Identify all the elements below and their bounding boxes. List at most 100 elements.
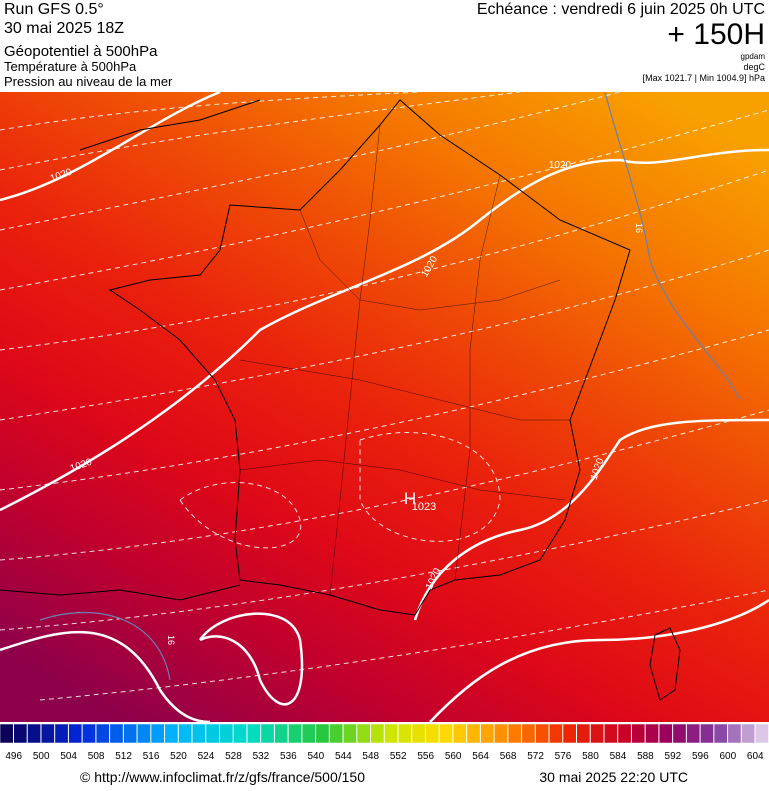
colorbar-swatch	[521, 723, 536, 744]
colorbar-swatch	[617, 723, 632, 744]
colorbar-swatch	[452, 723, 467, 744]
colorbar-label: 600	[719, 751, 736, 762]
colorbar-swatch	[549, 723, 563, 744]
colorbar-swatch	[301, 723, 316, 744]
colorbar-swatch	[755, 723, 769, 744]
colorbar-swatch	[40, 723, 55, 744]
colorbar-swatch	[356, 723, 371, 744]
isobars	[0, 92, 769, 722]
colorbar-label: 604	[747, 751, 764, 762]
colorbar-swatch	[603, 723, 618, 744]
colorbar-label: 556	[417, 751, 434, 762]
generated-time: 30 mai 2025 22:20 UTC	[539, 769, 688, 785]
colorbar-swatch	[727, 723, 742, 744]
colorbar-label: 592	[665, 751, 682, 762]
colorbar-swatch	[425, 723, 440, 744]
colorbar-swatch	[466, 723, 481, 744]
colorbar-swatch	[219, 723, 234, 744]
colorbar-swatch	[590, 723, 604, 744]
colorbar-swatch	[700, 723, 714, 744]
colorbar-swatch	[645, 723, 659, 744]
colorbar-swatch	[397, 723, 412, 744]
field-temperature: Température à 500hPa	[4, 59, 137, 74]
colorbar-label: 536	[280, 751, 297, 762]
colorbar-swatch	[576, 723, 591, 744]
colorbar-label: 572	[527, 751, 544, 762]
colorbar-swatch	[82, 723, 96, 744]
colorbar-label: 524	[198, 751, 215, 762]
colorbar-label: 516	[143, 751, 160, 762]
colorbar-swatch	[164, 723, 179, 744]
map-overlay	[0, 92, 769, 722]
colorbar-swatch	[329, 723, 344, 744]
lead-time: + 150H	[667, 18, 765, 51]
colorbar-swatch	[233, 723, 247, 744]
colorbar-swatch	[123, 723, 138, 744]
colorbar-swatch	[205, 723, 220, 744]
colorbar-label: 588	[637, 751, 654, 762]
colorbar-label: 532	[253, 751, 270, 762]
colorbar-label: 568	[500, 751, 517, 762]
colorbar-swatch	[439, 723, 453, 744]
run-title: Run GFS 0.5°	[4, 1, 104, 18]
colorbar-label: 540	[307, 751, 324, 762]
temperature-contours	[0, 92, 769, 701]
colorbar-swatch	[95, 723, 110, 744]
colorbar-swatch	[535, 723, 550, 744]
colorbar-swatch	[411, 723, 426, 744]
colorbar-swatch	[480, 723, 495, 744]
colorbar-label: 580	[582, 751, 599, 762]
colorbar-label: 520	[170, 751, 187, 762]
colorbar-label: 552	[390, 751, 407, 762]
zero-isotherm	[39, 92, 741, 681]
colorbar-swatch	[178, 723, 192, 744]
colorbar-swatch	[631, 723, 646, 744]
valid-time: Echéance : vendredi 6 juin 2025 0h UTC	[477, 1, 765, 18]
colorbar-swatch	[0, 723, 14, 744]
colorbar-swatch	[13, 723, 28, 744]
unit-gpdam: gpdam	[741, 52, 766, 61]
colorbar: 496 500 504 508 512 516 520 524 528 532 536 540 544 5…	[0, 723, 769, 762]
colorbar-swatch	[384, 723, 398, 744]
map-label: 16	[634, 223, 644, 233]
colorbar-swatch	[109, 723, 124, 744]
colorbar-label: 504	[60, 751, 77, 762]
field-pressure: Pression au niveau de la mer	[4, 74, 173, 89]
colorbar-label: 512	[115, 751, 132, 762]
colorbar-label: 576	[555, 751, 572, 762]
header: Run GFS 0.5° 30 mai 2025 18Z Géopotentie…	[4, 1, 766, 89]
colorbar-swatch	[246, 723, 261, 744]
colorbar-swatch	[27, 723, 41, 744]
colorbar-label: 596	[692, 751, 709, 762]
colorbar-swatch	[741, 723, 756, 744]
colorbar-label: 508	[88, 751, 105, 762]
colorbar-swatch	[713, 723, 728, 744]
map-label: 1023	[412, 501, 436, 513]
run-date: 30 mai 2025 18Z	[4, 20, 124, 37]
colorbar-swatch	[343, 723, 357, 744]
colorbar-swatch	[562, 723, 577, 744]
colorbar-swatch	[274, 723, 289, 744]
field-geopotential: Géopotentiel à 500hPa	[4, 43, 158, 60]
colorbar-label: 544	[335, 751, 352, 762]
colorbar-swatch	[658, 723, 673, 744]
map-label: H	[404, 489, 416, 508]
map-label: 1020	[549, 160, 572, 171]
colorbar-label: 564	[472, 751, 489, 762]
colorbar-swatch	[150, 723, 165, 744]
colorbar-label: 548	[362, 751, 379, 762]
map-label: 16	[166, 635, 176, 645]
colorbar-swatch	[686, 723, 701, 744]
colorbar-swatch	[54, 723, 69, 744]
map-background	[0, 92, 769, 722]
colorbar-swatch	[192, 723, 206, 744]
unit-degc: degC	[743, 62, 765, 72]
colorbar-label: 500	[33, 751, 50, 762]
colorbar-swatch	[507, 723, 522, 744]
colorbar-swatch	[137, 723, 151, 744]
colorbar-swatch	[68, 723, 83, 744]
region-borders	[239, 124, 570, 596]
colorbar-label: 560	[445, 751, 462, 762]
colorbar-label: 528	[225, 751, 242, 762]
